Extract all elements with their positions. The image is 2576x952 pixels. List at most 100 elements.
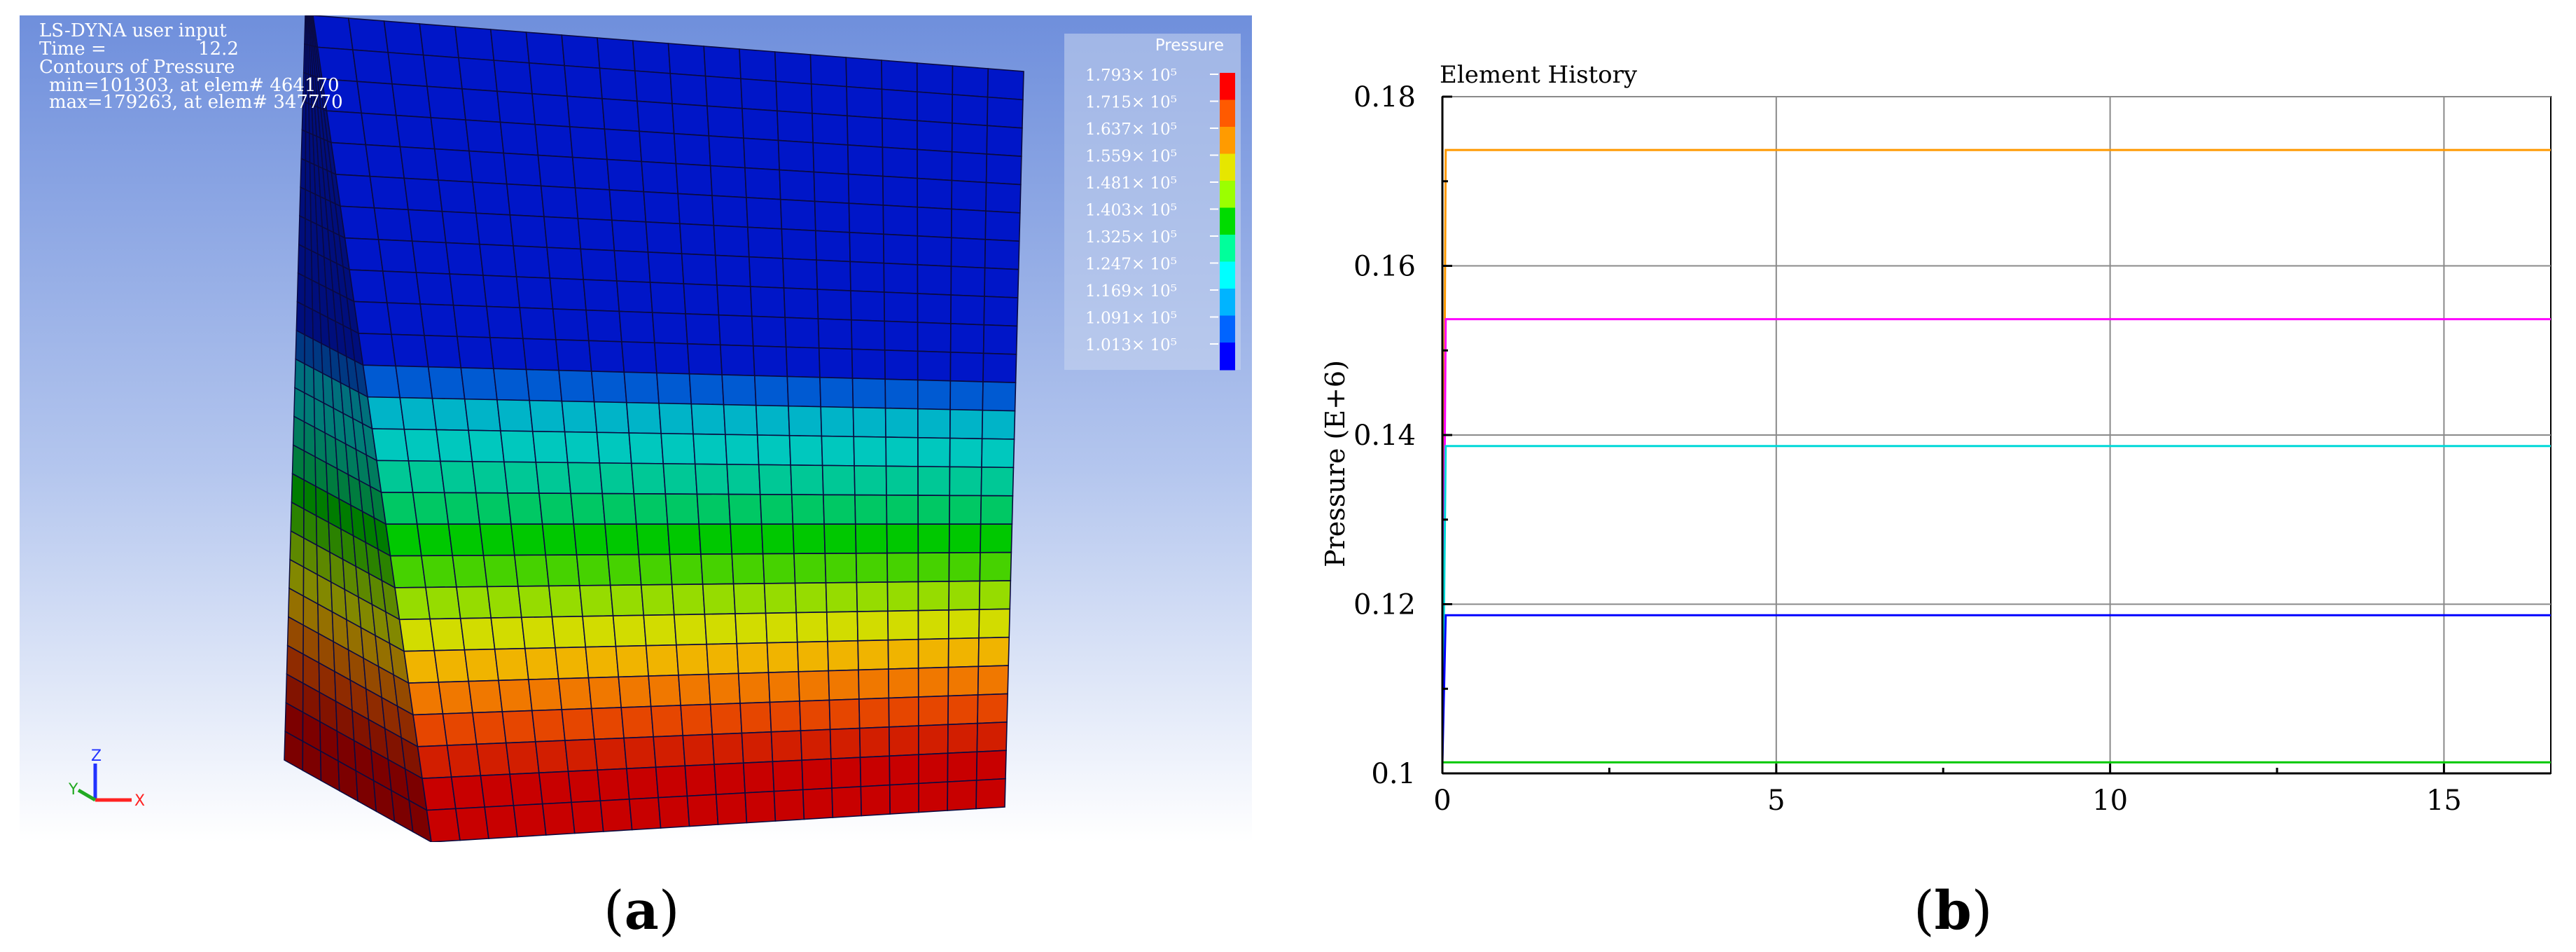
mesh-front-cell [465, 119, 505, 154]
mesh-front-cell [482, 275, 521, 309]
mesh-front-cell [385, 523, 422, 557]
mesh-front-cell [884, 378, 919, 410]
mesh-front-cell [422, 54, 463, 90]
mesh-front-cell [850, 290, 886, 322]
mesh-front-cell [573, 523, 608, 556]
mesh-front-cell [817, 318, 853, 350]
mesh-front-cell [417, 745, 452, 780]
legend-label: 1.091× 10⁵ [1085, 310, 1177, 328]
mesh-front-cell [639, 130, 677, 165]
mesh-front-cell [583, 279, 620, 312]
mesh-front-cell [543, 216, 582, 250]
mesh-front-cell [752, 345, 788, 378]
mesh-front-cell [412, 492, 450, 525]
mesh-front-cell [765, 612, 798, 644]
mesh-front-cell [517, 585, 553, 619]
legend-label: 1.481× 10⁵ [1085, 174, 1177, 193]
mesh-front-cell [623, 371, 660, 404]
mesh-front-cell [395, 365, 433, 399]
mesh-front-cell [419, 303, 458, 338]
mesh-front-cell [917, 322, 952, 353]
mesh-front-cell [503, 461, 540, 494]
mesh-front-cell [506, 492, 543, 525]
mesh-front-cell [570, 492, 606, 525]
mesh-front-cell [812, 142, 849, 175]
mesh-front-cell [814, 200, 851, 233]
mesh-front-cell [762, 553, 796, 584]
legend-label: 1.325× 10⁵ [1085, 228, 1177, 247]
legend-swatch [1220, 207, 1235, 235]
mesh-front-cell [580, 248, 618, 282]
mesh-front-cell [620, 341, 657, 374]
mesh-front-cell [727, 493, 763, 525]
mesh-front-cell [748, 256, 785, 289]
mesh-side-cell [300, 129, 307, 162]
mesh-front-cell [715, 792, 748, 825]
mesh-front-cell [436, 429, 473, 462]
caption-b-open: ( [1914, 879, 1935, 941]
mesh-front-cell [947, 722, 978, 754]
mesh-front-cell [730, 523, 764, 555]
mesh-front-cell [525, 368, 563, 402]
mesh-front-cell [408, 682, 444, 716]
mesh-front-cell [984, 210, 1021, 242]
caption-b-close: ) [1971, 879, 1993, 941]
legend-swatch [1220, 261, 1235, 289]
mesh-side-cell [299, 186, 306, 220]
mesh-front-cell [816, 289, 852, 321]
mesh-front-cell [917, 552, 950, 583]
mesh-front-cell [824, 552, 858, 584]
mesh-front-cell [889, 782, 919, 815]
mesh-front-cell [979, 551, 1012, 582]
mesh-side-cell [298, 215, 306, 249]
mesh-front-cell [951, 151, 988, 184]
mesh-front-cell [704, 75, 743, 109]
caption-b: (b) [1914, 879, 1992, 941]
mesh-front-cell [398, 618, 436, 652]
mesh-front-cell [394, 586, 431, 621]
mesh-front-cell [792, 523, 826, 555]
mesh-front-cell [447, 523, 485, 556]
mesh-front-cell [571, 156, 611, 191]
mesh-front-cell [949, 466, 982, 497]
mesh-front-cell [599, 67, 638, 102]
mesh-front-cell [620, 705, 655, 739]
mesh-front-cell [490, 616, 526, 650]
mesh-front-cell [606, 158, 645, 193]
mesh-front-cell [671, 584, 706, 616]
mesh-front-cell [349, 269, 388, 304]
mesh-front-cell [362, 364, 401, 399]
mesh-front-cell [985, 153, 1022, 186]
mesh-front-cell [823, 523, 857, 554]
mesh-front-cell [782, 258, 819, 290]
y-axis-label: Pressure (E+6) [1320, 360, 1351, 567]
mesh-front-cell [980, 523, 1013, 553]
mesh-front-cell [395, 114, 436, 150]
mesh-front-cell [662, 463, 698, 495]
mesh-front-cell [987, 68, 1024, 101]
mesh-front-cell [947, 637, 980, 668]
mesh-front-cell [471, 461, 508, 494]
mesh-front-cell [794, 582, 828, 614]
mesh-front-cell [739, 701, 772, 734]
mesh-front-cell [537, 154, 576, 189]
mesh-front-cell [545, 554, 580, 587]
mesh-front-cell [484, 805, 518, 839]
mesh-front-cell [493, 368, 531, 401]
mesh-front-cell [618, 310, 655, 344]
mesh-front-cell [707, 672, 741, 705]
mesh-front-cell [976, 722, 1008, 753]
mesh-front-cell [688, 373, 725, 406]
mesh-front-cell [677, 193, 715, 226]
mesh-front-cell [791, 494, 825, 525]
mesh-front-cell [655, 765, 688, 799]
mesh-front-cell [747, 226, 784, 259]
pressure-contour-view: LS-DYNA user input Time = 12.2 Contours … [20, 15, 1252, 843]
mesh-front-cell [982, 324, 1018, 355]
mesh-front-cell [500, 430, 537, 463]
mesh-front-cell [855, 552, 889, 584]
mesh-front-cell [726, 464, 761, 495]
mesh-side-cell [297, 243, 306, 278]
mesh-front-cell [590, 707, 625, 740]
mesh-front-cell [475, 212, 514, 247]
